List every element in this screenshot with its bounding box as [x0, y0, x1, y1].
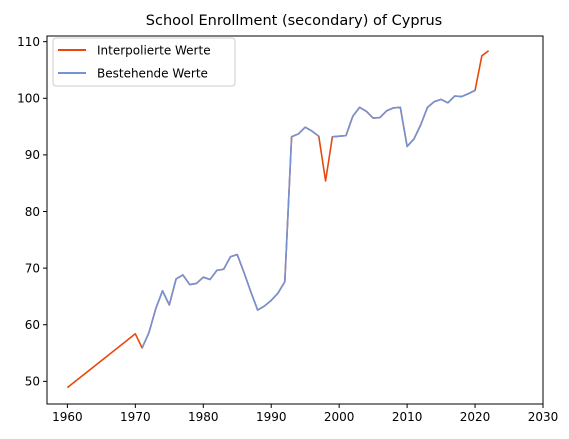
x-tick-label: 1980 — [188, 410, 219, 424]
axes-frame — [46, 35, 544, 405]
y-tick-label: 110 — [17, 35, 40, 49]
x-axis: 1960 1970 1980 1990 2000 2010 2020 2030 — [52, 404, 558, 424]
x-tick-label: 2010 — [392, 410, 423, 424]
y-tick-label: 90 — [25, 148, 40, 162]
y-tick-label: 70 — [25, 261, 40, 275]
legend-label-existing: Bestehende Werte — [97, 67, 208, 81]
plot-area — [66, 50, 490, 389]
legend-label-interpolated: Interpolierte Werte — [97, 44, 211, 58]
x-tick-label: 1960 — [52, 410, 83, 424]
y-tick-label: 100 — [17, 92, 40, 106]
series-line-existing — [141, 126, 320, 349]
x-tick-label: 1970 — [120, 410, 151, 424]
x-tick-label: 2020 — [460, 410, 491, 424]
x-tick-label: 2000 — [324, 410, 355, 424]
chart-title: School Enrollment (secondary) of Cyprus — [146, 13, 442, 29]
y-tick-label: 60 — [25, 318, 40, 332]
series-line-existing — [332, 89, 476, 148]
legend: Interpolierte Werte Bestehende Werte — [52, 37, 236, 87]
x-tick-label: 2030 — [528, 410, 559, 424]
y-tick-label: 80 — [25, 205, 40, 219]
legend-box — [52, 37, 236, 87]
y-axis: 50 60 70 80 90 100 110 — [17, 35, 47, 389]
y-tick-label: 50 — [25, 375, 40, 389]
x-tick-label: 1990 — [256, 410, 287, 424]
